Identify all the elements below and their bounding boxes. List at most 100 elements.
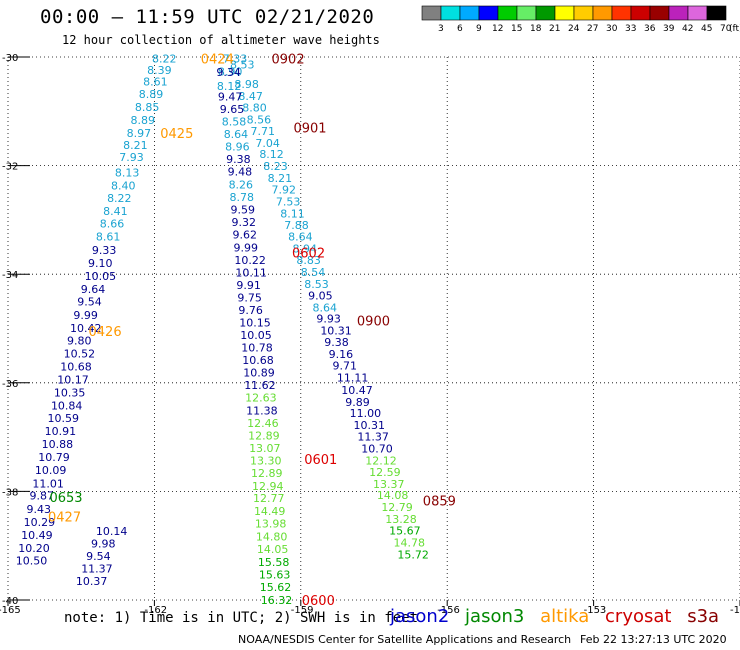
- wave-height-label: 8.21: [268, 172, 293, 185]
- wave-height-label: 8.21: [123, 139, 148, 152]
- pass-time-label: 0653: [49, 491, 82, 506]
- wave-height-label: 10.89: [243, 366, 275, 379]
- wave-height-label: 8.13: [115, 167, 140, 180]
- wave-height-label: 9.54: [77, 295, 102, 308]
- satellite-legend-s3a: s3a: [687, 606, 720, 627]
- wave-height-label: 9.80: [67, 334, 92, 347]
- wave-height-label: 8.89: [130, 114, 155, 127]
- wave-height-label: 15.72: [397, 548, 429, 561]
- wave-height-label: 10.91: [45, 425, 77, 438]
- wave-height-label: 8.12: [259, 148, 284, 161]
- wave-height-label: 8.41: [103, 205, 128, 218]
- wave-height-label: 12.89: [248, 429, 280, 442]
- pass-time-label: 0427: [48, 510, 81, 525]
- wave-height-label: 8.94: [293, 243, 318, 256]
- y-tick-label: -36: [2, 379, 18, 390]
- footnote: note: 1) Time is in UTC; 2) SWH is in fe…: [64, 610, 419, 626]
- wave-height-label: 8.80: [242, 101, 266, 114]
- wave-height-label: 14.80: [256, 530, 287, 543]
- data-points: 8.228.398.618.898.858.898.978.217.938.13…: [16, 53, 429, 607]
- x-tick-label: -15: [730, 605, 740, 616]
- wave-height-label: 10.35: [54, 387, 86, 400]
- wave-height-label: 15.58: [258, 556, 290, 569]
- wave-height-label: 9.62: [232, 229, 256, 242]
- axes: -165 -162 -159 -156 -153 -15 -30 -32 -34 -36 -38 -4…: [0, 53, 740, 616]
- wave-height-label: 11.01: [32, 477, 64, 490]
- color-scale-label: 39: [663, 24, 675, 34]
- wave-height-label: 7.53: [276, 195, 301, 208]
- wave-height-label: 8.11: [280, 207, 305, 220]
- time-labels: 0424 0902 0425 0901 0602 0900 0426 0601 0653 0859…: [48, 53, 456, 609]
- wave-height-label: 10.05: [240, 329, 272, 342]
- x-tick-label: -153: [584, 605, 607, 616]
- credit-line: NOAA/NESDIS Center for Satellite Applica…: [238, 633, 572, 646]
- wave-height-label: 9.93: [316, 313, 341, 326]
- color-scale-label: 42: [682, 24, 693, 34]
- pass-time-label: 0425: [160, 127, 193, 142]
- wave-height-label: 9.98: [91, 538, 116, 551]
- wave-height-label: 8.12: [217, 80, 242, 93]
- wave-height-label: 9.76: [238, 304, 263, 317]
- wave-height-label: 15.67: [389, 524, 421, 537]
- wave-height-label: 11.00: [350, 407, 382, 420]
- wave-height-label: 8.56: [247, 113, 272, 126]
- wave-height-label: 10.78: [241, 342, 273, 355]
- wave-height-label: 7.88: [284, 219, 309, 232]
- color-scale-label: 33: [625, 24, 636, 34]
- wave-height-label: 7.04: [255, 137, 280, 150]
- wave-height-label: 8.90: [218, 66, 243, 79]
- wave-height-label: 11.11: [337, 371, 369, 384]
- wave-height-label: 9.33: [92, 244, 117, 257]
- x-tick-label: -162: [144, 605, 167, 616]
- wave-height-label: 10.59: [48, 412, 80, 425]
- x-tick-label: -165: [0, 605, 21, 616]
- pass-time-label: 0424: [201, 53, 234, 68]
- x-tick-label: -159: [291, 605, 314, 616]
- wave-height-label: 10.37: [76, 575, 108, 588]
- wave-height-label: 9.64: [81, 283, 106, 296]
- pass-time-label: 0900: [357, 314, 390, 329]
- color-scale-label: 24: [568, 24, 580, 34]
- wave-height-label: 8.22: [152, 53, 177, 66]
- wave-height-label: 10.31: [354, 419, 386, 432]
- wave-height-label: 9.43: [27, 503, 51, 516]
- pass-time-label: 0601: [304, 453, 337, 468]
- wave-height-label: 14.08: [377, 489, 409, 502]
- color-swatch: [706, 5, 727, 21]
- color-scale-label: 9: [476, 24, 482, 34]
- wave-height-label: 10.84: [51, 400, 83, 413]
- wave-height-label: 10.50: [16, 554, 48, 567]
- wave-height-label: 13.98: [255, 517, 286, 530]
- wave-height-label: 12.12: [365, 454, 397, 467]
- color-scale-label: 6: [457, 24, 463, 34]
- pass-time-label: 0602: [292, 246, 325, 261]
- color-scale-label: 27: [587, 24, 598, 34]
- wave-height-label: 10.22: [234, 254, 266, 267]
- wave-height-label: 9.10: [88, 257, 113, 270]
- grid-lines: [7, 56, 740, 601]
- wave-height-label: 9.38: [226, 153, 251, 166]
- pass-time-label: 0901: [293, 122, 326, 137]
- wave-height-label: 13.07: [249, 442, 281, 455]
- wave-height-label: 9.71: [333, 359, 358, 372]
- wave-height-label: 8.26: [229, 179, 254, 192]
- wave-height-label: 9.75: [237, 292, 261, 305]
- wave-height-label: 11.37: [357, 431, 389, 444]
- wave-height-label: 10.70: [361, 443, 393, 456]
- satellite-legend-jason2: jason2: [390, 606, 450, 627]
- wave-height-label: 15.63: [259, 568, 291, 581]
- wave-height-label: 8.53: [230, 59, 255, 72]
- wave-height-label: 15.62: [260, 581, 292, 594]
- wave-height-label: 9.99: [233, 242, 258, 255]
- wave-height-label: 14.05: [257, 543, 289, 556]
- wave-height-label: 8.40: [111, 180, 136, 193]
- wave-height-label: 8.64: [313, 301, 338, 314]
- color-scale-label: 45: [701, 24, 712, 34]
- x-tick-label: -156: [437, 605, 460, 616]
- y-tick-label: -30: [2, 53, 18, 64]
- y-tick-label: -40: [2, 596, 18, 607]
- wave-height-label: 8.85: [135, 101, 160, 114]
- wave-height-label: 8.22: [107, 192, 131, 205]
- wave-height-label: 8.98: [234, 78, 259, 91]
- wave-height-label: 12.89: [251, 467, 282, 480]
